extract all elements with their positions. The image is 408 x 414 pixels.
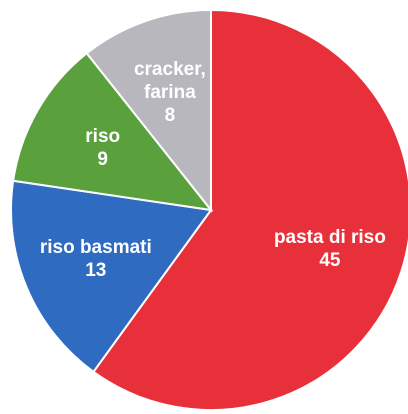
slice-value-2: 9 bbox=[97, 149, 108, 170]
pie-labels: pasta di riso 45 riso basmati 13 riso 9 cracke… bbox=[40, 59, 386, 281]
pie-slices bbox=[10, 8, 408, 411]
pie-slice-1 bbox=[10, 179, 213, 374]
slice-name-0: pasta di riso bbox=[274, 227, 386, 248]
pie-slice-3 bbox=[85, 8, 212, 213]
slice-name-1: riso basmati bbox=[40, 237, 152, 258]
slice-label-1: riso basmati 13 bbox=[40, 237, 152, 281]
slice-name-2: riso bbox=[85, 126, 120, 147]
pie-slice-2 bbox=[12, 51, 214, 212]
slice-label-3: cracker, farina 8 bbox=[134, 59, 206, 126]
slice-label-0: pasta di riso 45 bbox=[274, 227, 386, 271]
slice-value-0: 45 bbox=[319, 250, 341, 271]
slice-value-3: 8 bbox=[165, 105, 176, 126]
slice-name-3: cracker, bbox=[134, 59, 206, 80]
pie-slice-0 bbox=[92, 8, 408, 411]
slice-value-1: 13 bbox=[85, 260, 106, 281]
slice-name-3: farina bbox=[144, 82, 196, 103]
slice-label-2: riso 9 bbox=[85, 126, 120, 170]
